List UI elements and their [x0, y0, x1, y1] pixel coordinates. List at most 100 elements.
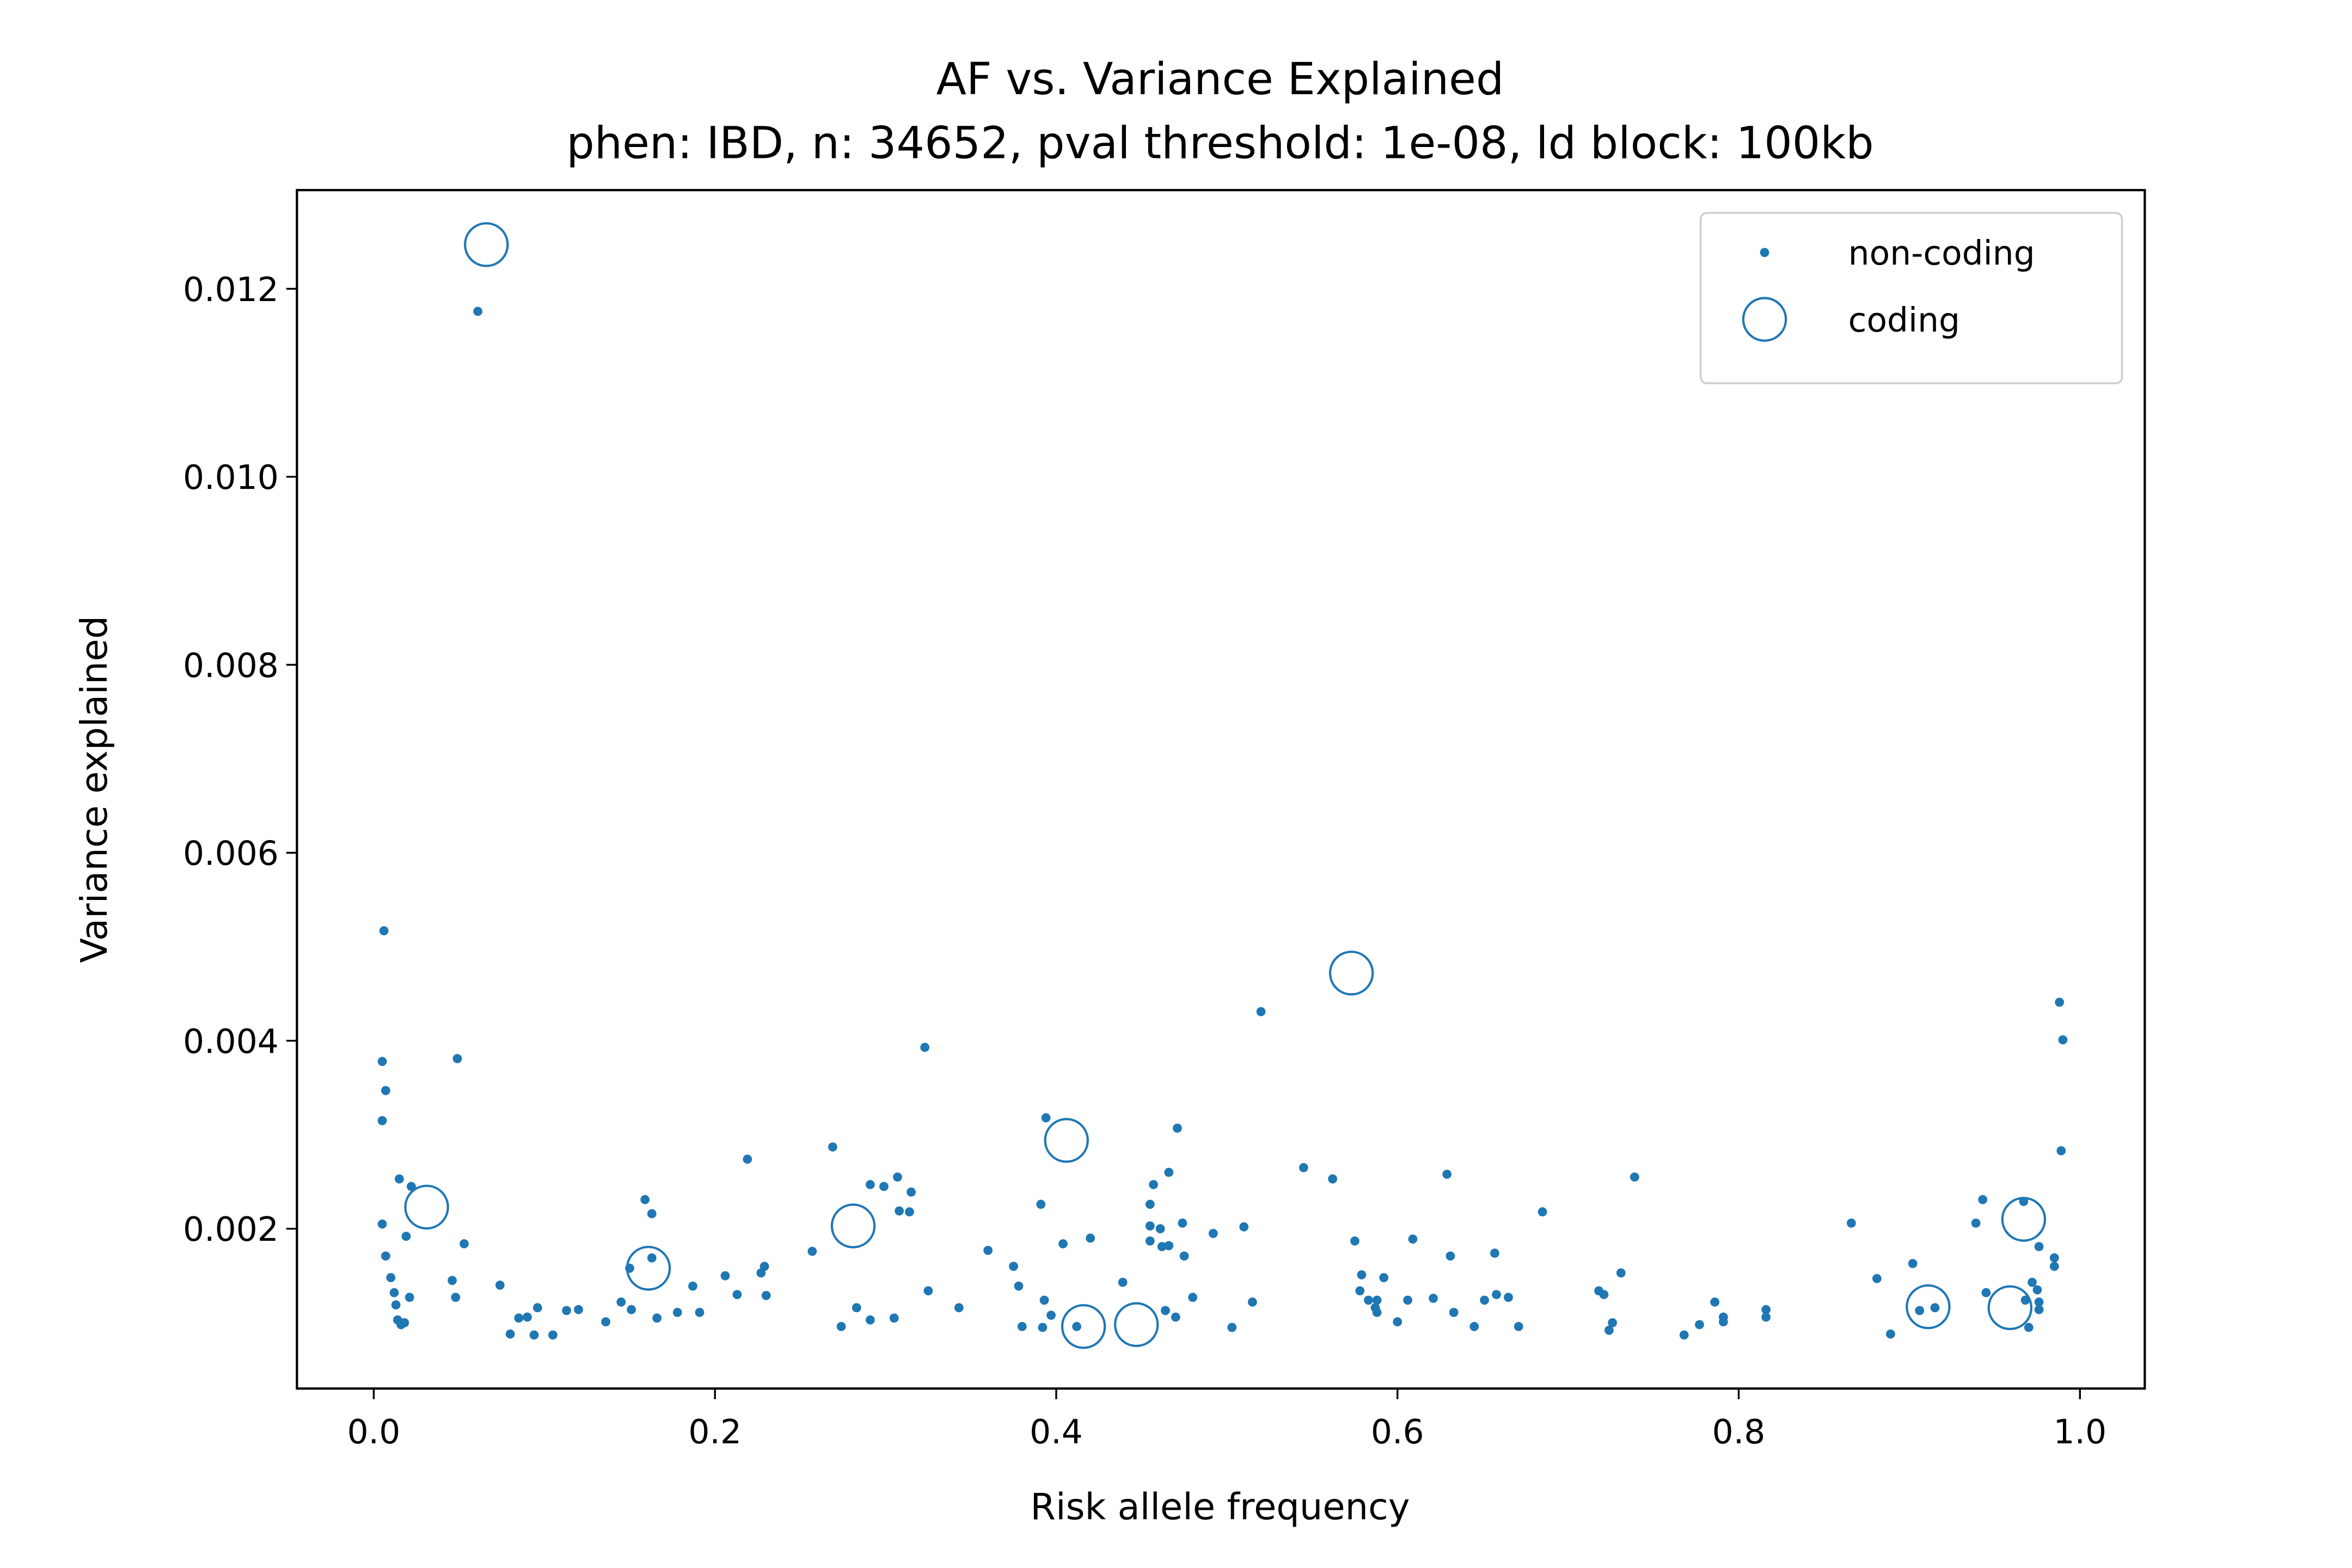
point	[2034, 1242, 2044, 1252]
point	[1915, 1306, 1925, 1315]
point	[389, 1288, 399, 1297]
point	[1492, 1290, 1501, 1300]
point	[720, 1271, 730, 1281]
point	[1514, 1322, 1523, 1331]
point	[1227, 1322, 1237, 1332]
coding-marker	[1328, 951, 1374, 996]
point	[1886, 1329, 1895, 1339]
point	[1157, 1242, 1167, 1252]
point	[640, 1195, 650, 1204]
point	[2034, 1304, 2044, 1314]
point	[505, 1329, 515, 1339]
point	[1145, 1236, 1155, 1246]
y-tick-label: 0.004	[183, 1022, 279, 1061]
coding-marker	[464, 222, 509, 267]
point	[616, 1297, 626, 1307]
point	[1695, 1320, 1704, 1330]
point	[601, 1317, 611, 1327]
point	[2032, 1285, 2042, 1295]
point	[836, 1322, 846, 1331]
point	[759, 1261, 769, 1271]
point	[1155, 1224, 1165, 1234]
point	[2056, 1146, 2066, 1155]
point	[866, 1315, 875, 1325]
coding-marker	[404, 1184, 449, 1230]
point	[451, 1293, 461, 1302]
coding-marker	[830, 1203, 876, 1248]
point	[1179, 1251, 1189, 1261]
point	[1357, 1270, 1367, 1279]
point	[1616, 1268, 1626, 1278]
point	[1978, 1195, 1988, 1204]
point	[1009, 1261, 1019, 1271]
y-tick-label: 0.008	[183, 646, 279, 685]
point	[400, 1318, 409, 1327]
point	[647, 1209, 657, 1218]
point	[889, 1313, 899, 1323]
plot-frame	[296, 189, 2146, 1390]
point	[1372, 1295, 1382, 1305]
point	[1164, 1241, 1174, 1251]
point	[983, 1246, 993, 1255]
point	[1208, 1229, 1218, 1238]
point	[381, 1251, 390, 1261]
point	[1538, 1207, 1547, 1217]
point	[866, 1180, 875, 1190]
point	[2055, 997, 2065, 1007]
point	[1017, 1322, 1027, 1331]
legend-marker	[1742, 297, 1787, 342]
point	[379, 926, 389, 935]
point	[377, 1219, 387, 1229]
point	[1908, 1259, 1918, 1269]
point	[2049, 1261, 2059, 1271]
point	[562, 1306, 571, 1315]
coding-marker	[1044, 1118, 1089, 1163]
point	[1372, 1308, 1382, 1317]
point	[452, 1054, 462, 1063]
y-tick-label: 0.002	[183, 1210, 279, 1249]
point	[1608, 1318, 1618, 1327]
y-tick-label: 0.010	[183, 458, 279, 497]
point	[1449, 1308, 1459, 1317]
point	[1445, 1251, 1455, 1261]
point	[1442, 1169, 1452, 1179]
point	[652, 1313, 662, 1323]
point	[1403, 1295, 1412, 1305]
point	[647, 1253, 657, 1263]
point	[1469, 1322, 1479, 1331]
point	[574, 1304, 583, 1314]
point	[895, 1206, 904, 1216]
point	[879, 1181, 889, 1191]
point	[523, 1312, 532, 1322]
point	[672, 1308, 682, 1317]
point	[1504, 1293, 1513, 1302]
point	[695, 1308, 705, 1317]
chart-title: AF vs. Variance Explained	[936, 54, 1504, 105]
point	[1058, 1239, 1068, 1248]
point	[1164, 1167, 1174, 1177]
x-tick-label: 0.8	[1712, 1413, 1766, 1451]
coding-marker	[2001, 1197, 2047, 1242]
point	[1490, 1248, 1499, 1258]
point	[1149, 1180, 1158, 1190]
point	[1679, 1330, 1689, 1340]
point	[386, 1273, 396, 1283]
y-axis-label: Variance explained	[73, 616, 115, 963]
point	[1039, 1295, 1049, 1305]
point	[1173, 1123, 1182, 1133]
point	[1038, 1322, 1048, 1332]
point	[1971, 1218, 1981, 1228]
point	[1171, 1312, 1180, 1322]
point	[906, 1187, 916, 1197]
point	[2034, 1297, 2044, 1307]
point	[514, 1313, 524, 1323]
point	[1248, 1297, 1257, 1307]
point	[1761, 1304, 1771, 1314]
point	[1872, 1274, 1882, 1283]
point	[1328, 1174, 1338, 1184]
point	[495, 1281, 505, 1290]
coding-marker	[626, 1246, 671, 1291]
point	[405, 1293, 414, 1302]
point	[1599, 1290, 1609, 1300]
